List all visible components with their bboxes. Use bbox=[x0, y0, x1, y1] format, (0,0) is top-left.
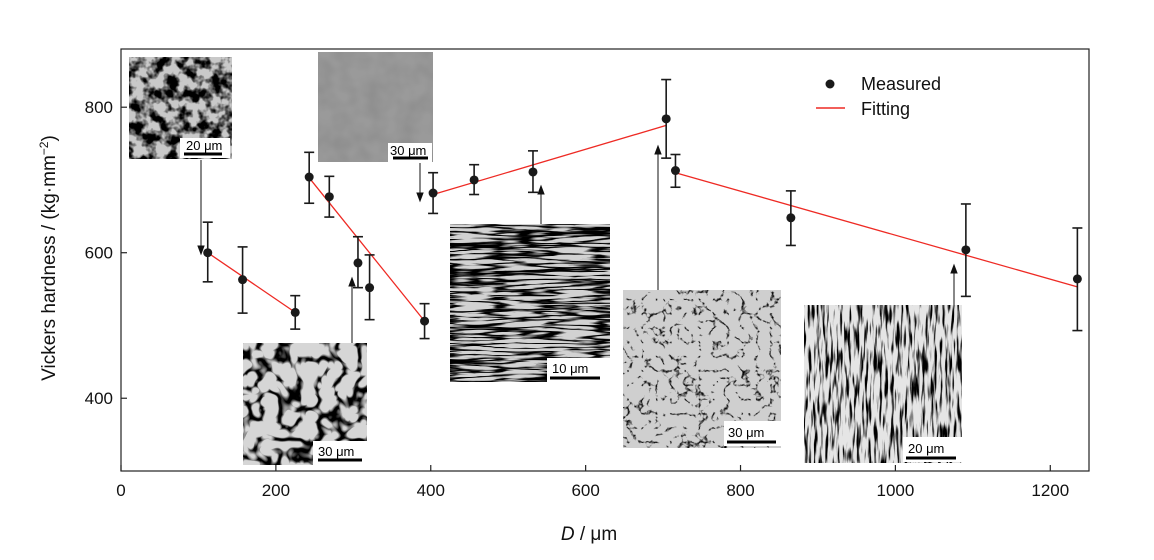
point-marker bbox=[961, 245, 971, 255]
inset-arrows bbox=[197, 144, 958, 343]
x-tick-label-800: 800 bbox=[726, 481, 754, 500]
data-point-5 bbox=[324, 175, 335, 218]
scale-label-f: 20 μm bbox=[908, 441, 944, 456]
data-point-2 bbox=[237, 246, 248, 314]
point-marker bbox=[428, 188, 438, 198]
data-point-10 bbox=[469, 163, 480, 196]
fitting-segment-2 bbox=[308, 177, 426, 322]
point-marker bbox=[238, 275, 248, 285]
micrograph-inset-e: 30 μm bbox=[623, 290, 781, 448]
point-marker bbox=[1072, 274, 1082, 284]
y-tick-label-800: 800 bbox=[85, 98, 113, 117]
x-tick-label-1000: 1000 bbox=[876, 481, 914, 500]
x-tick-label-400: 400 bbox=[417, 481, 445, 500]
point-marker bbox=[469, 175, 479, 185]
data-point-4 bbox=[304, 151, 315, 205]
scale-label-e: 30 μm bbox=[728, 425, 764, 440]
data-point-11 bbox=[527, 150, 538, 194]
point-marker bbox=[365, 283, 375, 293]
point-marker bbox=[661, 114, 671, 124]
legend-marker-measured bbox=[825, 79, 835, 89]
x-axis-title: D / μm bbox=[561, 524, 617, 545]
data-point-16 bbox=[1072, 227, 1083, 332]
data-point-13 bbox=[670, 153, 681, 189]
point-marker bbox=[420, 316, 430, 326]
y-tick-label-400: 400 bbox=[85, 389, 113, 408]
fitting-segment-3 bbox=[432, 124, 667, 196]
data-point-12 bbox=[661, 78, 672, 159]
scale-label-c: 30 μm bbox=[318, 444, 354, 459]
point-marker bbox=[528, 167, 538, 177]
y-axis-title-sup: −2 bbox=[37, 141, 51, 155]
x-tick-label-600: 600 bbox=[571, 481, 599, 500]
legend-label-fitting: Fitting bbox=[861, 99, 910, 119]
scale-label-b: 30 μm bbox=[390, 143, 426, 158]
data-point-8 bbox=[419, 302, 430, 340]
fitting-segment-1 bbox=[207, 252, 296, 313]
scale-label-a: 20 μm bbox=[186, 138, 222, 153]
point-marker bbox=[324, 192, 334, 202]
point-marker bbox=[290, 307, 300, 317]
micrograph-inset-b: 30 μm bbox=[318, 52, 433, 162]
y-tick-label-600: 600 bbox=[85, 244, 113, 263]
point-marker bbox=[203, 248, 213, 258]
legend-label-measured: Measured bbox=[861, 74, 941, 94]
series-fitting bbox=[207, 124, 1078, 322]
point-marker bbox=[304, 172, 314, 182]
scale-label-d: 10 μm bbox=[552, 361, 588, 376]
plot-area bbox=[120, 48, 1090, 472]
y-axis-title: Vickers hardness / (kg·mm−2) bbox=[37, 135, 60, 381]
data-point-3 bbox=[290, 294, 301, 330]
data-point-1 bbox=[202, 221, 213, 283]
x-tick-label-200: 200 bbox=[262, 481, 290, 500]
point-marker bbox=[353, 258, 363, 268]
data-point-15 bbox=[960, 203, 971, 298]
fitting-segment-4 bbox=[675, 172, 1078, 288]
x-tick-label-0: 0 bbox=[116, 481, 125, 500]
micrograph-inset-d: 10 μm bbox=[450, 224, 610, 382]
point-marker bbox=[786, 213, 796, 223]
data-point-14 bbox=[785, 190, 796, 247]
point-marker bbox=[670, 166, 680, 176]
y-axis-title-close: ) bbox=[39, 135, 60, 141]
micrograph-inset-f: 20 μm bbox=[804, 305, 962, 463]
x-tick-label-1200: 1200 bbox=[1031, 481, 1069, 500]
x-axis: 0 200 400 600 800 1000 1200 bbox=[116, 465, 1069, 500]
series-measured bbox=[202, 78, 1083, 340]
data-point-6 bbox=[352, 235, 363, 289]
y-axis: 400 600 800 bbox=[85, 98, 127, 408]
micrograph-inset-c: 30 μm bbox=[243, 343, 367, 465]
y-axis-title-main: Vickers hardness / (kg·mm bbox=[39, 155, 60, 381]
x-axis-title-unit: / μm bbox=[575, 524, 618, 545]
legend: Measured Fitting bbox=[816, 74, 941, 119]
micrograph-inset-a: 20 μm bbox=[129, 57, 232, 159]
data-point-7 bbox=[364, 254, 375, 321]
x-axis-title-symbol: D bbox=[561, 524, 575, 545]
data-point-9 bbox=[428, 171, 439, 215]
